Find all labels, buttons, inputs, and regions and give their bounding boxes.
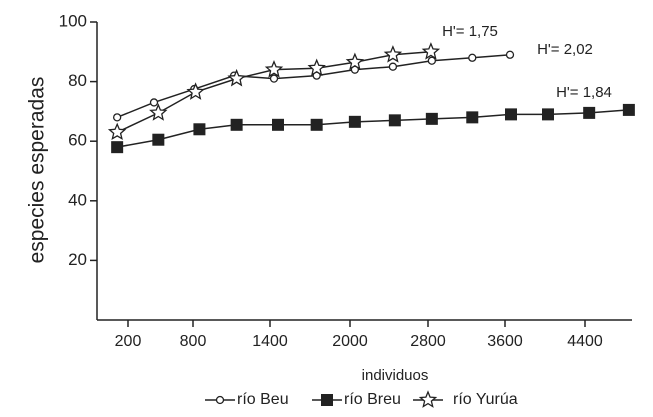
x-tick-label: 4400	[567, 333, 603, 350]
legend-marker	[418, 390, 438, 408]
y-tick-label: 60	[68, 131, 87, 150]
legend-label: río Breu	[344, 391, 401, 408]
x-tick-label: 200	[115, 333, 142, 350]
marker	[622, 103, 635, 116]
marker	[505, 50, 515, 59]
marker	[149, 98, 159, 107]
y-tick-label: 40	[68, 190, 87, 209]
legend-marker	[321, 394, 333, 406]
legend-label: río Yurúa	[453, 391, 518, 408]
marker	[307, 58, 326, 77]
marker	[348, 115, 361, 128]
x-tick-label: 2800	[410, 333, 446, 350]
x-axis-label: individuos	[362, 367, 429, 384]
marker	[388, 62, 398, 71]
marker	[425, 112, 438, 125]
x-tick-label: 2000	[332, 333, 368, 350]
series-line	[116, 54, 511, 119]
marker	[345, 52, 365, 71]
marker	[310, 118, 323, 131]
y-tick-label: 20	[68, 250, 87, 269]
y-tick-label: 80	[68, 71, 87, 90]
marker	[149, 103, 168, 121]
legend-marker	[215, 395, 225, 405]
marker	[427, 56, 437, 65]
marker	[269, 74, 279, 83]
marker	[542, 108, 554, 121]
marker	[466, 111, 479, 124]
legend-label: río Beu	[237, 391, 289, 408]
annotation: H'= 1,84	[556, 84, 612, 101]
marker	[152, 133, 165, 146]
marker	[421, 42, 441, 60]
x-tick-label: 1400	[252, 333, 288, 350]
marker	[272, 118, 284, 131]
series-line	[117, 109, 629, 148]
x-tick-label: 3600	[487, 333, 523, 350]
marker	[107, 122, 127, 141]
marker	[388, 114, 401, 127]
x-tick-label: 800	[180, 333, 207, 350]
marker	[193, 123, 206, 136]
marker	[230, 118, 243, 131]
marker	[113, 113, 122, 122]
marker	[186, 82, 205, 100]
marker	[264, 59, 284, 78]
marker	[383, 45, 403, 63]
marker	[505, 108, 517, 121]
marker	[227, 68, 246, 87]
y-tick-label: 100	[59, 11, 87, 30]
marker	[468, 53, 477, 62]
marker	[111, 141, 124, 154]
y-axis-label: especies esperadas	[26, 77, 49, 264]
marker	[583, 106, 596, 119]
annotation: H'= 1,75	[442, 23, 498, 40]
annotation: H'= 2,02	[537, 41, 593, 58]
